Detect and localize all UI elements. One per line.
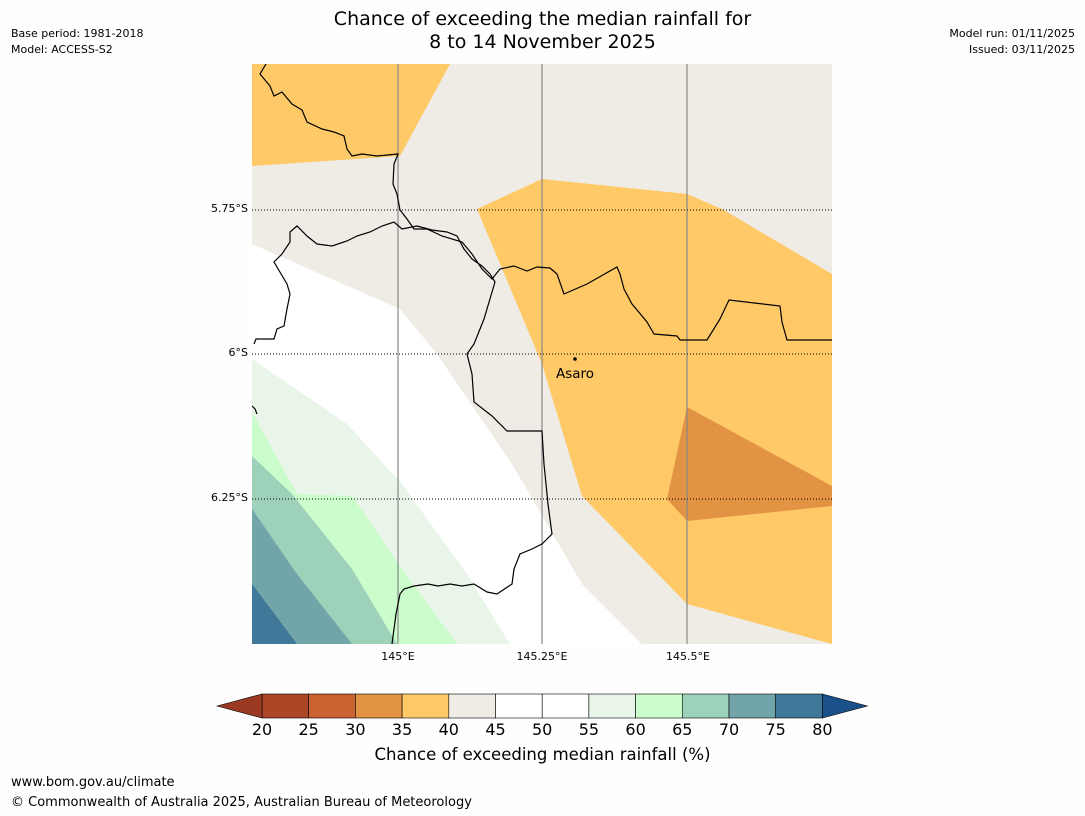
model-run: Model run: 01/11/2025 [949,27,1075,40]
colorbar-tick-label: 25 [298,720,319,739]
colorbar-cell [308,693,356,719]
title-line-1: Chance of exceeding the median rainfall … [333,8,752,30]
band-75-80 [252,584,297,644]
footer-url: www.bom.gov.au/climate [11,775,175,790]
colorbar-label: Chance of exceeding median rainfall (%) [374,745,711,764]
footer-copyright: © Commonwealth of Australia 2025, Austra… [11,795,472,810]
colorbar-tick-label: 20 [251,720,273,739]
colorbar-tick-label: 35 [391,720,413,739]
band-30-35 [667,407,832,521]
colorbar-under-arrow [216,693,263,719]
colorbar-tick-label: 65 [672,720,693,739]
colorbar [216,693,869,719]
colorbar-over-arrow [822,693,869,719]
band-35-40-northwest [252,64,450,166]
lon-label-145-5: 145.5°E [666,650,710,663]
colorbar-cell [541,693,590,719]
colorbar-cell [728,693,777,719]
asaro-marker [573,357,577,361]
colorbar-cell [495,693,543,719]
meta-right: Model run: 01/11/2025 Issued: 03/11/2025 [949,26,1075,58]
province-boundary-northwest [259,64,832,341]
colorbar-cell [261,693,310,719]
issued-date: Issued: 03/11/2025 [968,43,1075,56]
lat-label-6: 6°S [228,346,248,359]
colorbar-cell [448,693,496,719]
colorbar-tick-label: 75 [765,720,786,739]
meta-left: Base period: 1981-2018 Model: ACCESS-S2 [11,26,143,58]
chart-title: Chance of exceeding the median rainfall … [0,8,1085,54]
band-35-40-east [477,179,832,644]
rainfall-map: Asaro [252,64,832,644]
colorbar-tick-label: 30 [345,720,366,739]
colorbar-tick-label: 50 [532,720,553,739]
colorbar-cell [355,693,403,719]
colorbar-cell [635,693,683,719]
colorbar-cell [775,693,823,719]
lon-label-145-25: 145.25°E [516,650,568,663]
asaro-label: Asaro [556,366,594,382]
colorbar-cell [588,693,636,719]
colorbar-tick-label: 45 [485,720,506,739]
lon-label-145: 145°E [381,650,415,663]
base-period: Base period: 1981-2018 [11,27,144,40]
colorbar-tick-label: 55 [578,720,600,739]
province-boundary-west-edge [252,405,258,415]
band-70-75 [252,509,352,644]
colorbar-tick-label: 40 [438,720,459,739]
title-line-2: 8 to 14 November 2025 [429,31,656,53]
lat-label-5-75: 5.75°S [211,202,248,215]
colorbar-cell [401,693,450,719]
province-boundary-central [253,221,553,644]
colorbar-cell [681,693,730,719]
colorbar-tick-label: 60 [625,720,646,739]
lat-label-6-25: 6.25°S [211,491,248,504]
colorbar-tick-label: 70 [718,720,740,739]
model-name: Model: ACCESS-S2 [11,43,113,56]
colorbar-tick-label: 80 [812,720,833,739]
